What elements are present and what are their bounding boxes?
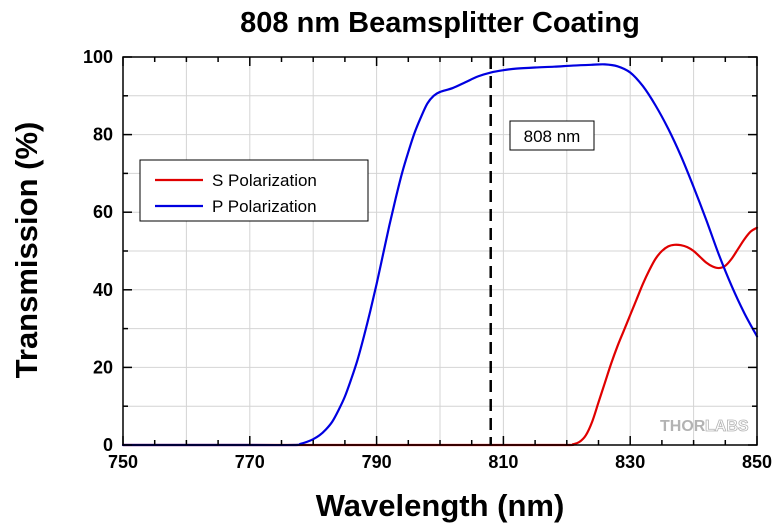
y-tick-label: 60 — [93, 202, 113, 222]
logo-thor-text: THOR — [660, 418, 706, 435]
legend-p-label: P Polarization — [212, 197, 317, 216]
thorlabs-logo: THOR LABS — [660, 418, 749, 436]
y-tick-labels: 0 20 40 60 80 100 — [83, 47, 113, 455]
annotation-box — [509, 120, 595, 151]
logo-labs-text: LABS — [705, 418, 749, 435]
grid-lines — [123, 57, 757, 445]
annotation-label: 808 nm — [524, 127, 581, 146]
annotation-callout: 808 nm — [509, 120, 595, 151]
legend: S Polarization P Polarization — [139, 159, 369, 222]
y-tick-label: 40 — [93, 280, 113, 300]
x-tick-label: 770 — [235, 452, 265, 472]
y-tick-label: 80 — [93, 125, 113, 145]
x-tick-label: 810 — [488, 452, 518, 472]
x-tick-label: 790 — [362, 452, 392, 472]
x-axis-label: Wavelength (nm) — [316, 488, 565, 523]
y-tick-label: 20 — [93, 357, 113, 377]
x-tick-label: 850 — [742, 452, 772, 472]
y-axis-label: Transmission (%) — [9, 122, 44, 379]
chart-title: 808 nm Beamsplitter Coating — [240, 7, 640, 39]
tick-marks — [122, 56, 758, 446]
y-tick-label: 0 — [103, 435, 113, 455]
x-tick-labels: 750 770 790 810 830 850 — [108, 452, 772, 472]
series-p-polarization-line — [121, 63, 759, 447]
x-tick-label: 830 — [615, 452, 645, 472]
legend-s-label: S Polarization — [212, 171, 317, 190]
x-tick-label: 750 — [108, 452, 138, 472]
y-tick-label: 100 — [83, 47, 113, 67]
legend-box — [139, 159, 369, 222]
